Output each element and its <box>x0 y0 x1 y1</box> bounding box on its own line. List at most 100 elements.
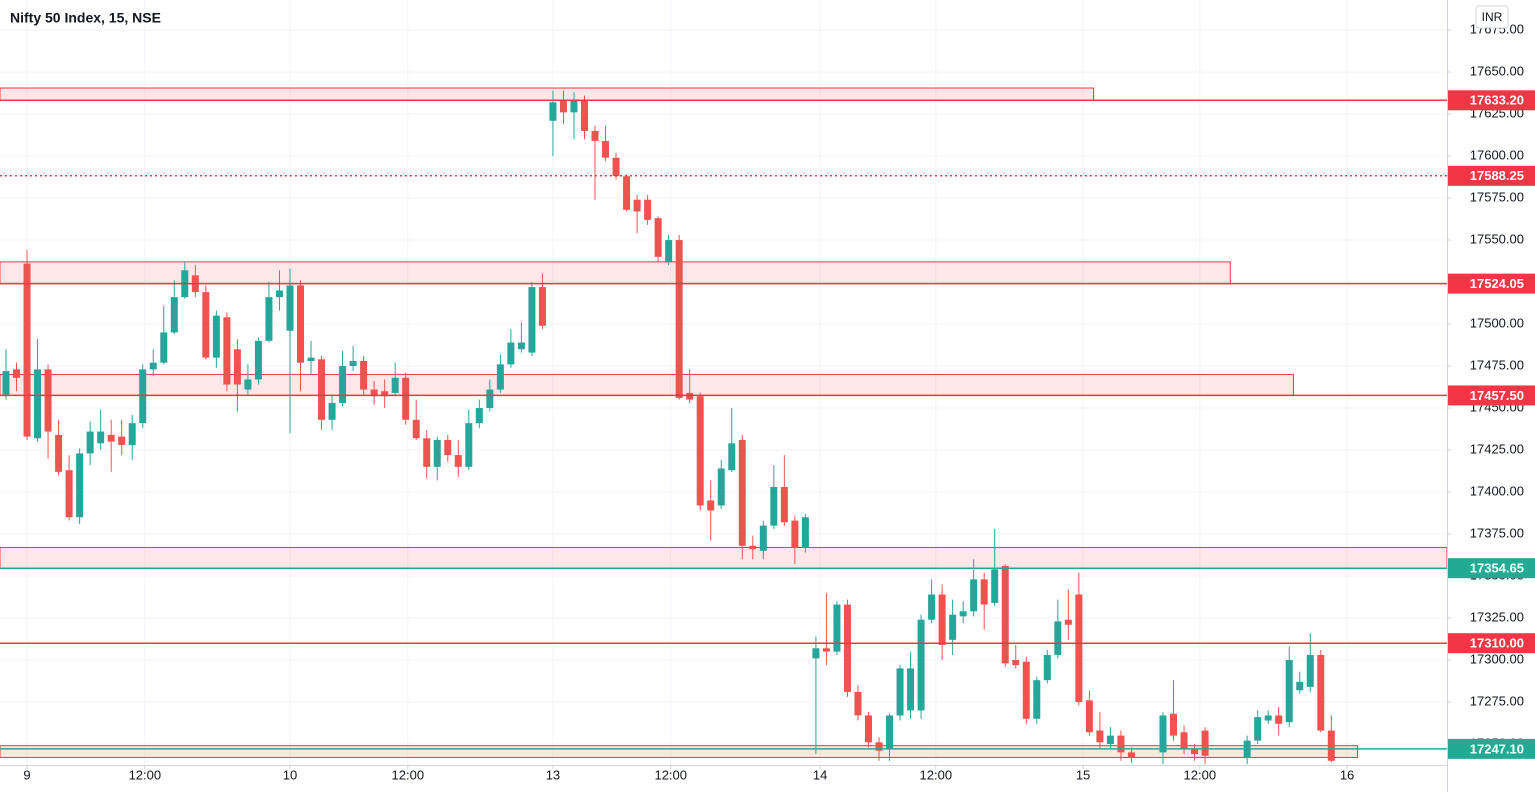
candle-body <box>339 366 347 403</box>
currency-box[interactable] <box>1475 5 1509 29</box>
axis: 17250.0017275.0017300.0017325.0017350.00… <box>23 22 1535 782</box>
candle-body <box>559 100 567 113</box>
candle-body <box>86 431 94 454</box>
candle-body <box>297 285 305 363</box>
candle-body <box>370 389 378 397</box>
candle-body <box>1254 717 1262 741</box>
candle-body <box>717 468 725 506</box>
candle-body <box>139 369 147 424</box>
candle-body <box>23 263 31 437</box>
candle-body <box>770 486 778 526</box>
candle-body <box>265 297 273 341</box>
candle-body <box>1191 749 1199 755</box>
candle-body <box>675 240 683 398</box>
candle-body <box>602 140 610 158</box>
candle-body <box>1170 713 1178 736</box>
candle-body <box>391 377 399 393</box>
price-label-box <box>1448 633 1535 654</box>
candle-body <box>65 470 73 518</box>
y-tick-label: 17500.00 <box>1470 315 1524 330</box>
zone <box>0 745 1359 758</box>
currency: INR <box>1482 10 1503 24</box>
candle-body <box>959 611 967 617</box>
candle-body <box>13 369 21 378</box>
candle-body <box>928 594 936 620</box>
candle-body <box>76 453 84 518</box>
candle-body <box>949 614 957 640</box>
candle-body <box>423 438 431 467</box>
candle-body <box>612 157 620 177</box>
candle-body <box>328 402 336 420</box>
y-tick-label: 17400.00 <box>1470 483 1524 498</box>
candle-body <box>633 199 641 212</box>
candle-body <box>1296 681 1304 691</box>
x-tick-label: 12:00 <box>1184 767 1217 782</box>
candle-body <box>1075 594 1083 703</box>
candle-body <box>402 377 410 420</box>
candle-body <box>749 545 757 550</box>
candle-body <box>286 285 294 331</box>
candle-body <box>654 218 662 257</box>
candle-body <box>381 391 389 397</box>
candle-body <box>107 434 115 442</box>
candle-body <box>496 364 504 390</box>
candle-body <box>738 439 746 546</box>
x-tick-label: 16 <box>1340 767 1354 782</box>
candle-body <box>822 648 830 652</box>
y-tick-label: 17375.00 <box>1470 525 1524 540</box>
candle-body <box>896 668 904 716</box>
candle-body <box>833 604 841 652</box>
price-label-box <box>1448 385 1535 406</box>
candle-body <box>570 100 578 113</box>
chart-title: Nifty 50 Index, 15, NSE <box>10 10 161 26</box>
x-tick-label: 14 <box>813 767 827 782</box>
candle-body <box>318 359 326 420</box>
price-label-box <box>1448 558 1535 579</box>
x-tick-label: 10 <box>283 767 297 782</box>
price-label-box <box>1448 165 1535 186</box>
y-tick-label: 17650.00 <box>1470 64 1524 79</box>
candle-body <box>549 102 557 121</box>
candle-body <box>812 648 820 659</box>
candle-body <box>55 434 63 472</box>
price-label: 17524.05 <box>1470 276 1524 291</box>
price-label-box <box>1448 738 1535 759</box>
candle-body <box>1264 715 1272 721</box>
price-label: 17588.25 <box>1470 168 1524 183</box>
candle-body <box>454 455 462 467</box>
candle-body <box>1275 715 1283 724</box>
price-label: 17310.00 <box>1470 636 1524 651</box>
candle-body <box>875 742 883 751</box>
candle-body <box>1096 730 1104 743</box>
candle-body <box>1285 660 1293 723</box>
candle-body <box>275 290 283 298</box>
candle-body <box>507 342 515 365</box>
candle-body <box>1159 715 1167 753</box>
candle-body <box>1106 735 1114 745</box>
zone <box>0 373 1294 396</box>
candle-body <box>938 594 946 645</box>
candle-body <box>538 287 546 326</box>
candle-body <box>149 362 157 370</box>
candle-body <box>843 604 851 692</box>
candle-body <box>517 342 525 350</box>
price-label: 17247.10 <box>1470 741 1524 756</box>
y-tick-label: 17425.00 <box>1470 441 1524 456</box>
levels <box>0 99 1447 750</box>
candle-body <box>212 315 220 358</box>
y-tick-label: 17600.00 <box>1470 147 1524 162</box>
candle-body <box>1327 730 1335 761</box>
candle-body <box>128 423 136 445</box>
candle-body <box>528 287 536 353</box>
candle-body <box>2 371 10 395</box>
candle-body <box>486 389 494 409</box>
candle-body <box>591 130 599 141</box>
candle-body <box>759 525 767 551</box>
candle-body <box>1085 700 1093 733</box>
candle-body <box>465 423 473 467</box>
y-tick-label: 17475.00 <box>1470 357 1524 372</box>
candle-body <box>1306 654 1314 687</box>
candle-body <box>707 500 715 511</box>
